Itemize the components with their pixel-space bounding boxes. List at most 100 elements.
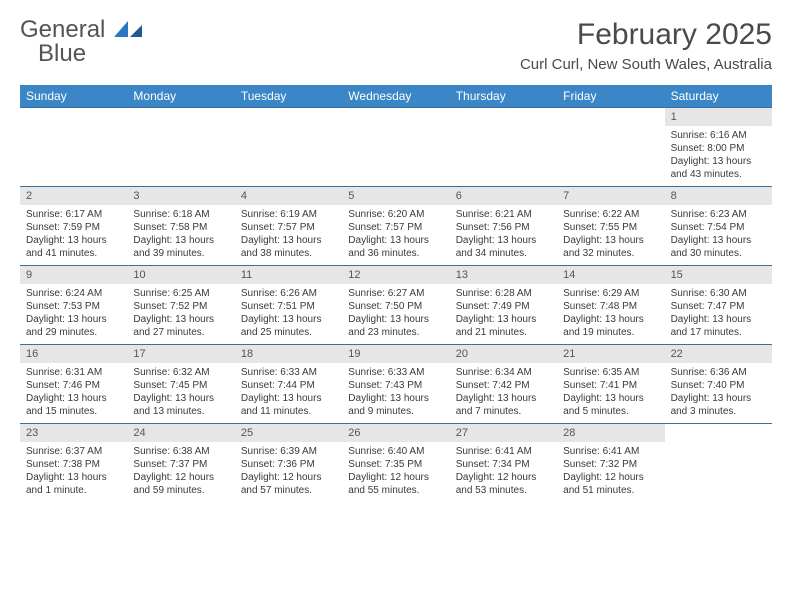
day-daylight2: and 43 minutes.	[671, 168, 766, 181]
week-row: 16Sunrise: 6:31 AMSunset: 7:46 PMDayligh…	[20, 344, 772, 423]
day-number: 3	[127, 187, 234, 205]
day-body: Sunrise: 6:33 AMSunset: 7:43 PMDaylight:…	[342, 363, 449, 422]
day-cell-27: 27Sunrise: 6:41 AMSunset: 7:34 PMDayligh…	[450, 424, 557, 502]
day-daylight2: and 19 minutes.	[563, 326, 658, 339]
day-sunrise: Sunrise: 6:25 AM	[133, 287, 228, 300]
logo-text: General Blue	[20, 18, 142, 66]
day-number: 13	[450, 266, 557, 284]
day-sunrise: Sunrise: 6:34 AM	[456, 366, 551, 379]
day-sunrise: Sunrise: 6:31 AM	[26, 366, 121, 379]
day-daylight1: Daylight: 13 hours	[133, 392, 228, 405]
day-sunset: Sunset: 7:57 PM	[241, 221, 336, 234]
day-body: Sunrise: 6:35 AMSunset: 7:41 PMDaylight:…	[557, 363, 664, 422]
day-daylight1: Daylight: 13 hours	[563, 234, 658, 247]
day-body: Sunrise: 6:23 AMSunset: 7:54 PMDaylight:…	[665, 205, 772, 264]
day-cell-19: 19Sunrise: 6:33 AMSunset: 7:43 PMDayligh…	[342, 345, 449, 423]
day-daylight2: and 11 minutes.	[241, 405, 336, 418]
day-sunrise: Sunrise: 6:26 AM	[241, 287, 336, 300]
day-sunrise: Sunrise: 6:19 AM	[241, 208, 336, 221]
day-daylight1: Daylight: 12 hours	[563, 471, 658, 484]
day-number: 25	[235, 424, 342, 442]
day-sunset: Sunset: 7:50 PM	[348, 300, 443, 313]
day-sunrise: Sunrise: 6:22 AM	[563, 208, 658, 221]
day-sunrise: Sunrise: 6:40 AM	[348, 445, 443, 458]
day-daylight2: and 9 minutes.	[348, 405, 443, 418]
day-number: 9	[20, 266, 127, 284]
day-body: Sunrise: 6:21 AMSunset: 7:56 PMDaylight:…	[450, 205, 557, 264]
day-daylight2: and 13 minutes.	[133, 405, 228, 418]
weekday-header-row: SundayMondayTuesdayWednesdayThursdayFrid…	[20, 85, 772, 107]
day-daylight2: and 5 minutes.	[563, 405, 658, 418]
day-daylight2: and 57 minutes.	[241, 484, 336, 497]
day-sunset: Sunset: 7:55 PM	[563, 221, 658, 234]
day-daylight1: Daylight: 13 hours	[456, 234, 551, 247]
empty-cell	[235, 108, 342, 186]
day-sunrise: Sunrise: 6:23 AM	[671, 208, 766, 221]
day-daylight2: and 27 minutes.	[133, 326, 228, 339]
day-daylight2: and 1 minute.	[26, 484, 121, 497]
day-daylight2: and 30 minutes.	[671, 247, 766, 260]
day-sunrise: Sunrise: 6:39 AM	[241, 445, 336, 458]
weekday-thursday: Thursday	[450, 85, 557, 107]
day-cell-11: 11Sunrise: 6:26 AMSunset: 7:51 PMDayligh…	[235, 266, 342, 344]
day-body: Sunrise: 6:32 AMSunset: 7:45 PMDaylight:…	[127, 363, 234, 422]
day-body: Sunrise: 6:37 AMSunset: 7:38 PMDaylight:…	[20, 442, 127, 501]
day-body: Sunrise: 6:30 AMSunset: 7:47 PMDaylight:…	[665, 284, 772, 343]
day-daylight1: Daylight: 13 hours	[348, 234, 443, 247]
day-cell-1: 1Sunrise: 6:16 AMSunset: 8:00 PMDaylight…	[665, 108, 772, 186]
day-number: 8	[665, 187, 772, 205]
day-sunrise: Sunrise: 6:32 AM	[133, 366, 228, 379]
day-daylight1: Daylight: 13 hours	[671, 234, 766, 247]
logo-sail-icon	[114, 21, 142, 37]
day-daylight1: Daylight: 13 hours	[348, 313, 443, 326]
day-daylight1: Daylight: 13 hours	[563, 392, 658, 405]
day-sunrise: Sunrise: 6:20 AM	[348, 208, 443, 221]
day-sunset: Sunset: 7:35 PM	[348, 458, 443, 471]
day-sunrise: Sunrise: 6:28 AM	[456, 287, 551, 300]
logo-text-general: General	[20, 16, 105, 43]
day-body: Sunrise: 6:31 AMSunset: 7:46 PMDaylight:…	[20, 363, 127, 422]
day-number: 12	[342, 266, 449, 284]
week-row: 23Sunrise: 6:37 AMSunset: 7:38 PMDayligh…	[20, 423, 772, 502]
day-cell-23: 23Sunrise: 6:37 AMSunset: 7:38 PMDayligh…	[20, 424, 127, 502]
day-number: 15	[665, 266, 772, 284]
day-body: Sunrise: 6:33 AMSunset: 7:44 PMDaylight:…	[235, 363, 342, 422]
day-sunset: Sunset: 8:00 PM	[671, 142, 766, 155]
day-sunset: Sunset: 7:40 PM	[671, 379, 766, 392]
day-cell-8: 8Sunrise: 6:23 AMSunset: 7:54 PMDaylight…	[665, 187, 772, 265]
day-body: Sunrise: 6:41 AMSunset: 7:32 PMDaylight:…	[557, 442, 664, 501]
day-sunset: Sunset: 7:59 PM	[26, 221, 121, 234]
day-cell-25: 25Sunrise: 6:39 AMSunset: 7:36 PMDayligh…	[235, 424, 342, 502]
weekday-tuesday: Tuesday	[235, 85, 342, 107]
day-sunrise: Sunrise: 6:24 AM	[26, 287, 121, 300]
day-number: 26	[342, 424, 449, 442]
day-number: 17	[127, 345, 234, 363]
weekday-saturday: Saturday	[665, 85, 772, 107]
day-sunrise: Sunrise: 6:18 AM	[133, 208, 228, 221]
day-sunrise: Sunrise: 6:36 AM	[671, 366, 766, 379]
empty-cell	[665, 424, 772, 502]
day-body: Sunrise: 6:38 AMSunset: 7:37 PMDaylight:…	[127, 442, 234, 501]
day-daylight2: and 51 minutes.	[563, 484, 658, 497]
day-daylight2: and 7 minutes.	[456, 405, 551, 418]
day-sunset: Sunset: 7:56 PM	[456, 221, 551, 234]
day-number: 19	[342, 345, 449, 363]
day-daylight2: and 59 minutes.	[133, 484, 228, 497]
title-block: February 2025 Curl Curl, New South Wales…	[520, 18, 772, 73]
day-daylight1: Daylight: 12 hours	[133, 471, 228, 484]
day-body: Sunrise: 6:18 AMSunset: 7:58 PMDaylight:…	[127, 205, 234, 264]
day-daylight1: Daylight: 13 hours	[241, 234, 336, 247]
day-daylight2: and 38 minutes.	[241, 247, 336, 260]
day-body: Sunrise: 6:25 AMSunset: 7:52 PMDaylight:…	[127, 284, 234, 343]
day-body: Sunrise: 6:22 AMSunset: 7:55 PMDaylight:…	[557, 205, 664, 264]
day-daylight2: and 17 minutes.	[671, 326, 766, 339]
day-daylight2: and 3 minutes.	[671, 405, 766, 418]
day-sunset: Sunset: 7:51 PM	[241, 300, 336, 313]
weeks-container: 1Sunrise: 6:16 AMSunset: 8:00 PMDaylight…	[20, 107, 772, 502]
day-cell-20: 20Sunrise: 6:34 AMSunset: 7:42 PMDayligh…	[450, 345, 557, 423]
day-sunset: Sunset: 7:53 PM	[26, 300, 121, 313]
day-cell-4: 4Sunrise: 6:19 AMSunset: 7:57 PMDaylight…	[235, 187, 342, 265]
day-daylight1: Daylight: 13 hours	[671, 313, 766, 326]
day-sunset: Sunset: 7:32 PM	[563, 458, 658, 471]
day-body: Sunrise: 6:40 AMSunset: 7:35 PMDaylight:…	[342, 442, 449, 501]
